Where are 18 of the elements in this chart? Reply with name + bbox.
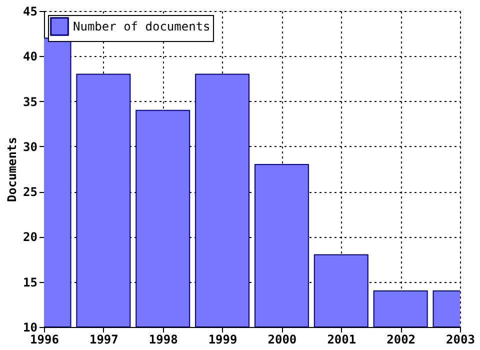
- x-tick-label: 2002: [386, 332, 416, 346]
- y-tick-label: 20: [23, 230, 38, 244]
- x-tick-label: 1999: [208, 332, 238, 346]
- y-axis-title: Documents: [5, 136, 20, 202]
- y-tick-label: 35: [23, 94, 38, 109]
- y-tick-label: 45: [23, 4, 38, 18]
- x-tick-label: 2001: [327, 332, 356, 346]
- x-tick-label: 1998: [148, 332, 178, 346]
- x-tick-label: 1997: [89, 332, 118, 346]
- y-tick-label: 25: [23, 185, 38, 200]
- legend-label: Number of documents: [73, 20, 210, 34]
- x-tick-label: 2003: [446, 332, 475, 346]
- y-tick-label: 15: [23, 275, 38, 290]
- x-tick-label: 1996: [30, 332, 59, 346]
- y-tick-label: 10: [23, 320, 38, 334]
- x-tick-label: 2000: [268, 332, 297, 346]
- y-tick-label: 40: [23, 50, 38, 64]
- y-tick-label: 30: [23, 140, 38, 154]
